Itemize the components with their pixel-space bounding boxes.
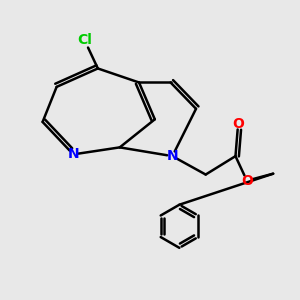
Text: Cl: Cl	[77, 33, 92, 47]
Text: O: O	[232, 117, 244, 131]
Text: N: N	[167, 149, 178, 163]
Text: N: N	[68, 147, 79, 161]
Text: O: O	[241, 174, 253, 188]
